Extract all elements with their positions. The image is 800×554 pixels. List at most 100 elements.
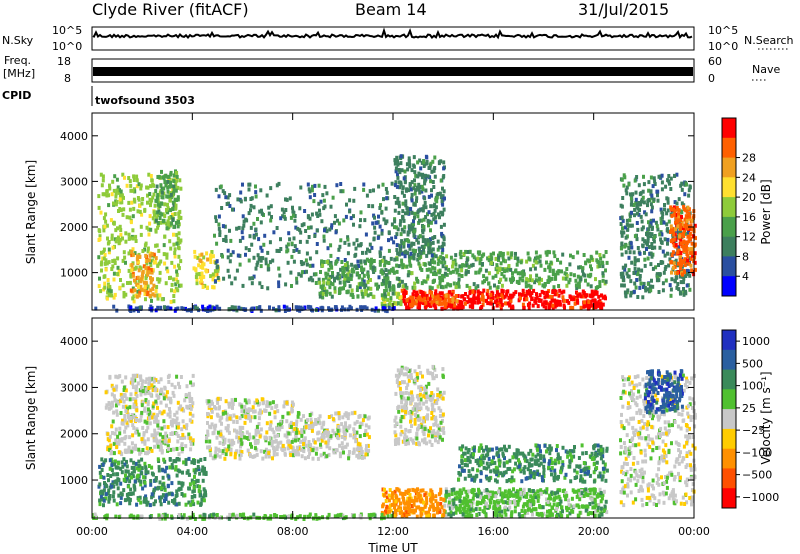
velocity-data-cell (100, 468, 104, 472)
power-data-cell (209, 260, 213, 264)
power-data-cell (389, 256, 393, 261)
velocity-data-cell (163, 487, 167, 492)
velocity-data-cell (405, 513, 409, 518)
power-data-cell (621, 265, 625, 270)
power-data-cell (127, 176, 131, 180)
velocity-data-cell (165, 465, 169, 470)
power-data-cell (139, 284, 143, 289)
velocity-data-cell (462, 487, 466, 492)
power-data-cell (406, 251, 410, 256)
velocity-data-cell (264, 447, 268, 452)
power-data-cell (102, 256, 106, 261)
power-data-cell (104, 219, 108, 224)
power-data-cell (525, 259, 529, 264)
power-data-cell (412, 253, 416, 258)
power-data-cell (402, 229, 406, 234)
power-data-cell (630, 223, 634, 228)
power-data-cell (509, 298, 513, 303)
power-data-cell (151, 216, 155, 221)
power-data-cell (549, 294, 553, 299)
velocity-data-cell (123, 441, 127, 446)
power-data-cell (339, 267, 343, 272)
velocity-data-cell (109, 443, 113, 448)
power-data-cell (661, 249, 665, 254)
power-data-cell (677, 287, 681, 292)
power-data-cell (407, 243, 410, 248)
velocity-data-cell (134, 402, 138, 407)
nsearch-label: N.Search (744, 34, 794, 47)
power-data-cell (496, 270, 500, 275)
power-data-cell (486, 256, 490, 261)
power-data-cell (175, 272, 179, 277)
power-data-cell (410, 168, 414, 173)
velocity-data-cell (150, 433, 154, 438)
velocity-data-cell (436, 506, 440, 511)
velocity-data-cell (209, 453, 213, 458)
power-data-cell (652, 239, 656, 244)
power-data-cell (321, 277, 325, 282)
velocity-data-cell (173, 412, 177, 417)
power-data-cell (651, 184, 655, 189)
power-data-cell (368, 249, 372, 254)
power-data-cell (238, 253, 242, 258)
velocity-data-cell (269, 420, 273, 425)
power-data-cell (372, 259, 376, 263)
power-data-cell (644, 240, 648, 245)
power-data-cell (267, 211, 271, 216)
velocity-data-cell (556, 490, 560, 495)
power-data-cell (325, 292, 328, 297)
velocity-data-cell (134, 447, 138, 452)
power-data-cell (299, 260, 303, 264)
power-data-cell (594, 291, 598, 296)
velocity-data-cell (203, 466, 206, 471)
velocity-data-cell (429, 504, 433, 509)
velocity-data-cell (227, 447, 231, 452)
velocity-data-cell (181, 432, 185, 437)
velocity-data-cell (190, 460, 194, 465)
power-data-cell (656, 227, 660, 232)
velocity-data-cell (513, 499, 517, 504)
power-data-cell (136, 275, 140, 280)
power-data-cell (413, 211, 417, 216)
power-data-cell (438, 281, 442, 286)
power-data-cell (404, 203, 408, 208)
velocity-data-cell (123, 414, 127, 418)
power-data-cell (438, 291, 442, 296)
velocity-data-cell (130, 475, 133, 480)
power-data-cell (666, 200, 670, 205)
power-data-cell (620, 233, 624, 238)
velocity-data-cell (526, 510, 530, 515)
velocity-data-cell (175, 416, 179, 421)
power-data-cell (254, 227, 258, 232)
velocity-data-cell (510, 511, 514, 516)
velocity-data-cell (598, 493, 602, 498)
velocity-data-cell (116, 375, 120, 380)
power-data-cell (679, 223, 683, 227)
power-data-cell (110, 236, 114, 241)
velocity-data-cell (498, 512, 502, 517)
power-data-cell (364, 283, 368, 288)
power-data-cell (538, 298, 542, 303)
velocity-data-cell (454, 505, 458, 510)
power-data-cell (248, 276, 252, 281)
power-data-cell (436, 261, 440, 266)
power-data-cell (648, 224, 652, 229)
velocity-data-cell (514, 492, 518, 497)
power-data-cell (334, 230, 338, 235)
velocity-data-cell (551, 505, 554, 510)
velocity-data-cell (130, 465, 134, 470)
power-data-cell (441, 186, 444, 191)
power-data-cell (423, 296, 427, 301)
velocity-data-cell (523, 491, 526, 496)
power-data-cell (431, 294, 435, 299)
power-data-cell (360, 289, 364, 294)
power-data-cell (348, 209, 352, 214)
power-data-cell (395, 155, 399, 160)
power-data-cell (442, 207, 446, 212)
power-data-cell (409, 251, 413, 256)
velocity-data-cell (484, 501, 488, 506)
velocity-data-cell (135, 408, 139, 413)
power-data-cell (446, 303, 450, 308)
velocity-data-cell (134, 399, 138, 404)
power-data-cell (106, 236, 109, 241)
